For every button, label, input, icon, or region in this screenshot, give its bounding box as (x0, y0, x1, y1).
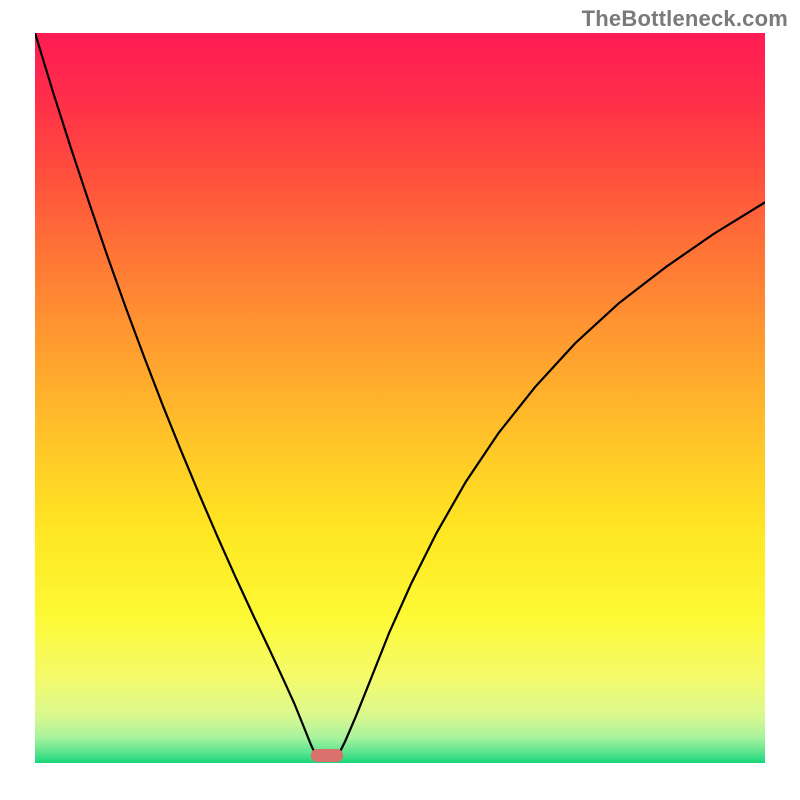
plot-frame (35, 33, 765, 763)
figure-root: TheBottleneck.com (0, 0, 800, 800)
bottleneck-curves (35, 33, 765, 763)
watermark-text: TheBottleneck.com (582, 6, 788, 32)
optimal-marker (311, 749, 344, 761)
right-curve (338, 202, 765, 755)
left-curve (35, 33, 316, 756)
